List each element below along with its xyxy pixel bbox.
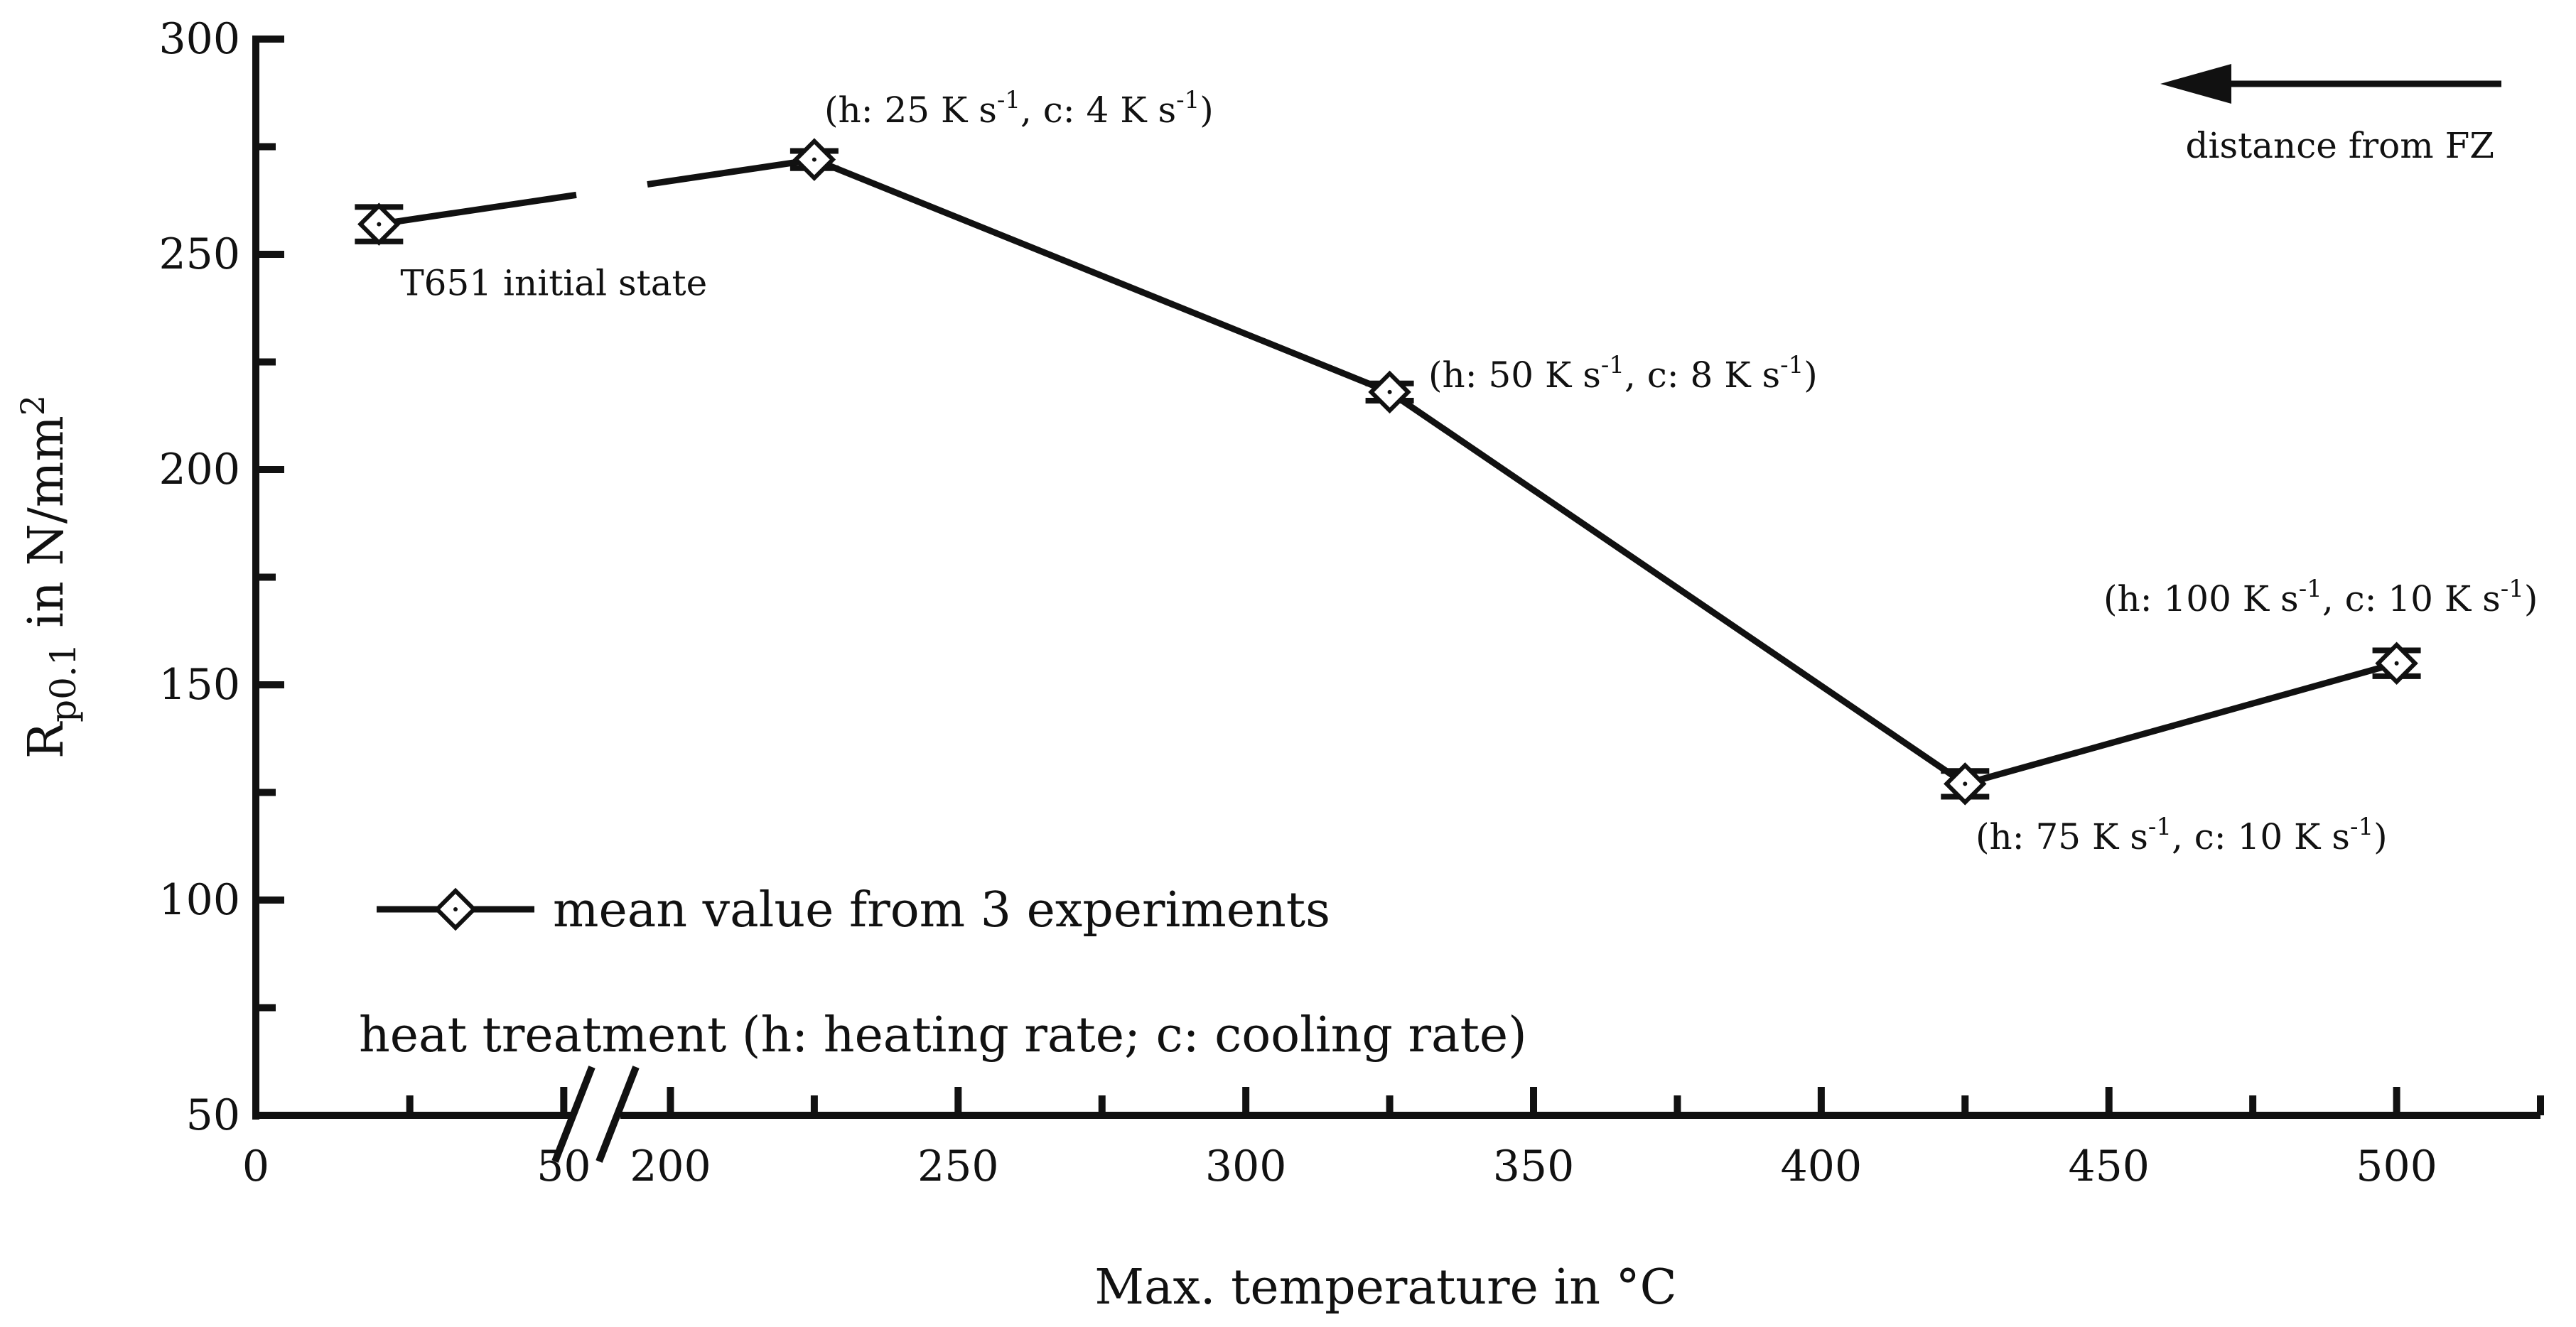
series-line-segment [1388, 389, 1967, 787]
x-axis-title: Max. temperature in °C [1094, 1260, 1676, 1316]
x-tick-label-250: 250 [917, 1142, 999, 1191]
axis-break-mark [551, 1066, 596, 1163]
x-tick-label-350: 350 [1493, 1142, 1575, 1191]
data-point-center [377, 222, 382, 227]
annotation-4: (h: 100 K s-1, c: 10 K s-1) [2103, 575, 2538, 619]
y-tick-label-150: 150 [158, 660, 240, 710]
x-tick-label-400: 400 [1781, 1142, 1863, 1191]
y-tick-label-200: 200 [158, 445, 240, 494]
series-line-segment [647, 156, 815, 188]
axis-break-mark [596, 1066, 640, 1163]
x-tick-label-200: 200 [630, 1142, 711, 1191]
annotation-2: (h: 50 K s-1, c: 8 K s-1) [1428, 351, 1818, 396]
annotation-3: (h: 75 K s-1, c: 10 K s-1) [1976, 813, 2388, 857]
legend-label: mean value from 3 experiments [553, 882, 1330, 938]
y-axis-title: Rp0.1 in N/mm2 [14, 395, 84, 759]
data-point-center [1387, 389, 1392, 394]
series-line-segment [378, 191, 577, 228]
y-tick-label-300: 300 [158, 14, 240, 64]
data-point-center [2394, 661, 2399, 666]
x-tick-label-0: 0 [242, 1142, 269, 1191]
series-line-segment [813, 156, 1391, 396]
x-tick-label-450: 450 [2068, 1142, 2150, 1191]
arrow-head-icon [2160, 64, 2231, 104]
legend-marker-center [453, 907, 458, 911]
arrow-label: distance from FZ [2186, 125, 2495, 166]
x-tick-label-300: 300 [1205, 1142, 1287, 1191]
annotation-0: T651 initial state [400, 263, 707, 304]
annotation-1: (h: 25 K s-1, c: 4 K s-1) [824, 86, 1214, 131]
data-point-center [812, 157, 817, 162]
x-tick-label-500: 500 [2356, 1142, 2437, 1191]
data-point-center [1963, 781, 1968, 786]
heat-treatment-label: heat treatment (h: heating rate; c: cool… [359, 1007, 1527, 1063]
y-tick-label-100: 100 [158, 875, 240, 925]
y-tick-label-50: 50 [186, 1090, 240, 1140]
y-tick-label-250: 250 [158, 229, 240, 279]
series-line-segment [1964, 660, 2398, 787]
x-tick-label-50: 50 [537, 1142, 591, 1191]
